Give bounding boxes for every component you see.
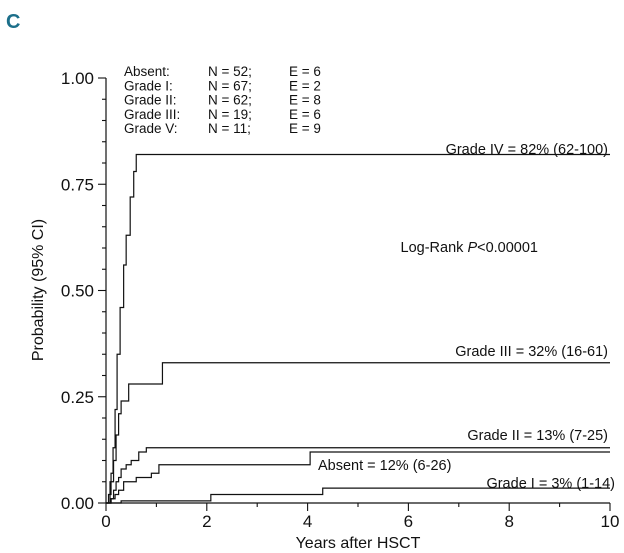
panel-label: C [6,11,20,33]
curve-label-3: Absent = 12% (6-26) [318,458,451,474]
legend-n: N = 67; [208,78,252,93]
legend-n: N = 52; [208,64,252,79]
legend: Absent: N = 52; E = 6 Grade I: N = 67; E = 2 G… [124,64,321,136]
curves [106,153,610,504]
legend-e: E = 6 [289,64,321,79]
legend-group: Grade V: [124,121,178,136]
curve-series-4 [106,487,610,504]
y-tick-label: 1.00 [61,69,94,88]
y-tick-label: 0.00 [61,494,94,513]
x-tick-label: 0 [101,512,110,531]
curve-series-1 [106,362,610,504]
y-axis-ticks: 0.00 0.25 0.50 0.75 1.00 [61,69,106,513]
legend-group: Absent: [124,64,170,79]
x-tick-label: 2 [202,512,211,531]
curve-label-0: Grade IV = 82% (62-100) [446,142,608,158]
legend-group: Grade I: [124,78,173,93]
legend-e: E = 2 [289,78,321,93]
legend-e: E = 8 [289,93,321,108]
curve-series-0 [106,153,610,504]
logrank-annotation: Log-Rank P<0.00001 [401,240,538,256]
x-axis-title: Years after HSCT [296,535,421,552]
curve-label-2: Grade II = 13% (7-25) [467,428,608,444]
curve-series-3 [106,451,610,504]
x-tick-label: 10 [601,512,620,531]
x-tick-label: 8 [504,512,513,531]
x-tick-label: 4 [303,512,312,531]
legend-e: E = 9 [289,121,321,136]
curve-label-4: Grade I = 3% (1-14) [486,476,615,492]
y-axis-title: Probability (95% CI) [30,219,47,361]
legend-group: Grade II: [124,93,177,108]
y-tick-label: 0.50 [61,282,94,301]
legend-n: N = 11; [208,121,251,136]
logrank-p: P [467,240,477,256]
y-tick-label: 0.25 [61,388,94,407]
x-axis-ticks: 0 2 4 6 8 10 [101,503,619,531]
logrank-suffix: <0.00001 [477,240,538,256]
curve-series-2 [106,447,610,504]
legend-e: E = 6 [289,107,321,122]
logrank-prefix: Log-Rank [401,240,468,256]
legend-group: Grade III: [124,107,180,122]
y-tick-label: 0.75 [61,175,94,194]
legend-n: N = 62; [208,93,252,108]
curve-labels: Grade IV = 82% (62-100) Grade III = 32% (… [318,142,615,492]
x-tick-label: 6 [404,512,413,531]
legend-n: N = 19; [208,107,252,122]
curve-label-1: Grade III = 32% (16-61) [455,344,608,360]
